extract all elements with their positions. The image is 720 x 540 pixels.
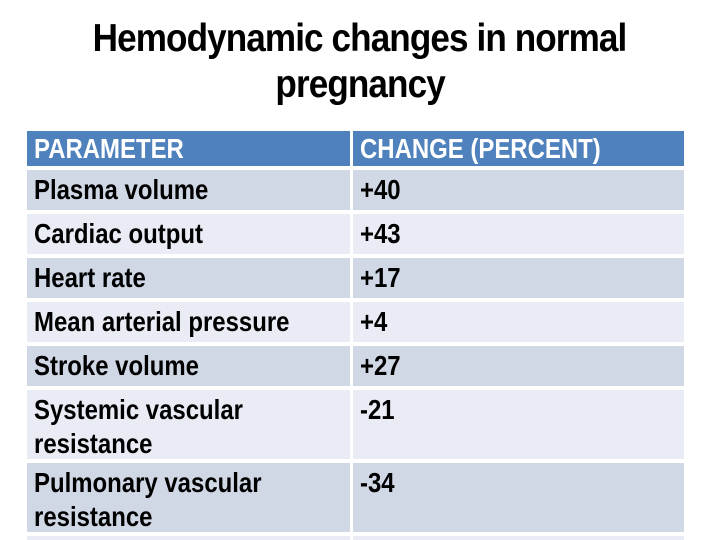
- table-row-change-cell: -34: [353, 463, 684, 532]
- table-row-change-cell: -21: [353, 390, 684, 459]
- parameter-value: Pulmonary vascular resistance: [34, 467, 262, 532]
- table-header-change: CHANGE (PERCENT): [353, 131, 684, 166]
- table-row-parameter-cell: Plasma volume: [27, 170, 350, 210]
- change-value: -21: [360, 394, 395, 425]
- hemodynamic-changes-table: PARAMETER CHANGE (PERCENT) Plasma volume…: [27, 131, 684, 540]
- table-row-change-cell: +4: [353, 302, 684, 342]
- change-value: +43: [360, 218, 401, 249]
- slide-title-line2: pregnancy: [275, 63, 445, 106]
- table-row-parameter-cell: Heart rate: [27, 258, 350, 298]
- table-row-partial-cell: [353, 536, 684, 540]
- parameter-value: Stroke volume: [34, 350, 199, 381]
- table-row-parameter-cell: Stroke volume: [27, 346, 350, 386]
- table-row-parameter-cell: Cardiac output: [27, 214, 350, 254]
- change-value: +17: [360, 262, 401, 293]
- table-header-change-label: CHANGE (PERCENT): [360, 133, 601, 164]
- parameter-value: Cardiac output: [34, 218, 203, 249]
- table-header-parameter: PARAMETER: [27, 131, 350, 166]
- table-header-parameter-label: PARAMETER: [34, 133, 184, 164]
- change-value: +4: [360, 306, 388, 337]
- table-row-change-cell: +27: [353, 346, 684, 386]
- table-row-change-cell: +43: [353, 214, 684, 254]
- table-row-parameter-cell: Systemic vascular resistance: [27, 390, 350, 459]
- change-value: +40: [360, 174, 401, 205]
- parameter-value: Mean arterial pressure: [34, 306, 290, 337]
- parameter-value: Heart rate: [34, 262, 146, 293]
- parameter-value: Plasma volume: [34, 174, 209, 205]
- table-row-parameter-cell: Mean arterial pressure: [27, 302, 350, 342]
- slide-title: Hemodynamic changes in normal pregnancy: [0, 16, 720, 108]
- table-row-parameter-cell: Pulmonary vascular resistance: [27, 463, 350, 532]
- change-value: +27: [360, 350, 401, 381]
- table-row-change-cell: +17: [353, 258, 684, 298]
- parameter-value: Systemic vascular resistance: [34, 394, 243, 459]
- change-value: -34: [360, 467, 395, 498]
- table-row-change-cell: +40: [353, 170, 684, 210]
- slide-title-line1: Hemodynamic changes in normal: [93, 17, 628, 60]
- table-row-partial-cell: [27, 536, 350, 540]
